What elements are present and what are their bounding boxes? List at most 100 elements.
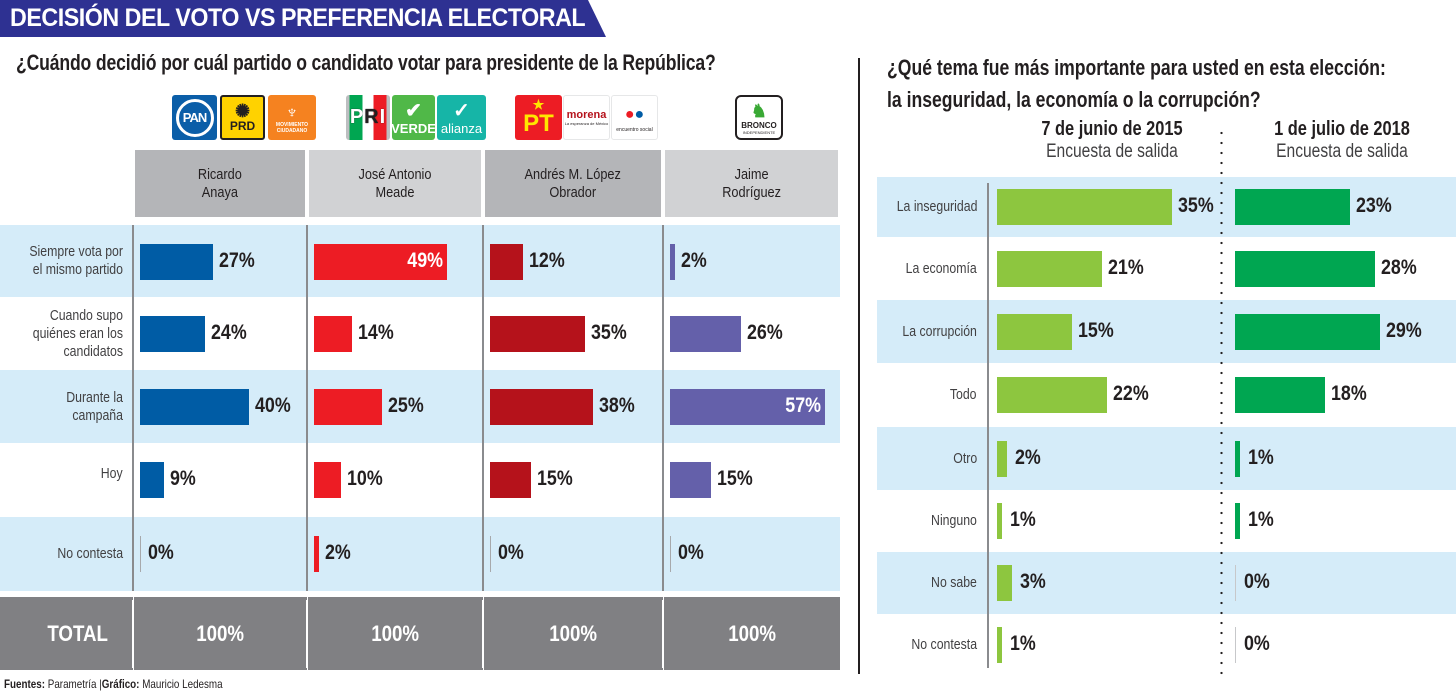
period-2018-subtitle: Encuesta de salida — [1227, 141, 1456, 163]
column-header-text: José Antonio Meade — [358, 166, 431, 202]
column-separator — [306, 225, 308, 591]
bar — [1235, 627, 1236, 663]
total-value-text: 100% — [549, 620, 598, 646]
bar — [1235, 503, 1240, 539]
right-question: ¿Qué tema fue más importante para usted … — [887, 52, 1386, 116]
toucan-check-icon: ✔ — [405, 99, 422, 122]
header-line: Meade — [375, 183, 415, 201]
column-separator — [132, 225, 134, 591]
row-label: Otro — [877, 427, 977, 490]
total-label-text: TOTAL — [47, 620, 108, 646]
data-label: 25% — [388, 394, 424, 417]
row-label: Siempre vota por el mismo partido — [0, 225, 123, 297]
bar — [314, 462, 342, 498]
data-label: 1% — [1010, 508, 1036, 531]
row-label: La economía — [877, 237, 977, 300]
banner-shape — [0, 0, 606, 37]
data-label: 15% — [716, 467, 753, 490]
bar — [997, 627, 1002, 663]
total-value: 100% — [134, 597, 307, 670]
row-background — [877, 363, 1456, 427]
footer-credits: Fuentes: Parametría |Gráfico: Mauricio L… — [4, 677, 223, 691]
horse-icon: ♞ — [750, 101, 768, 121]
data-label: 2% — [1015, 446, 1041, 469]
right-question-line1: ¿Qué tema fue más importante para usted … — [887, 55, 1386, 80]
row-label-text: La corrupción — [902, 322, 977, 340]
logo-text: morena — [566, 108, 607, 121]
data-label: 28% — [1381, 256, 1417, 279]
header-line: Andrés M. López — [524, 165, 622, 183]
logo-nueva-alianza: ✓ alianza — [437, 95, 486, 140]
logo-text: PT — [523, 109, 554, 137]
total-value: 100% — [484, 597, 663, 670]
row-label-text: No contesta — [911, 636, 977, 653]
bar — [490, 244, 523, 280]
bar — [1235, 441, 1240, 477]
period-2018-date: 1 de julio de 2018 — [1227, 118, 1456, 140]
row-label: La corrupción — [877, 300, 977, 363]
bar — [314, 316, 353, 352]
footer-separator: | — [99, 677, 102, 691]
total-value-text: 100% — [196, 620, 245, 646]
logo-text: encuentro social — [616, 126, 653, 133]
row-background — [877, 552, 1456, 614]
logo-text: VERDE — [392, 120, 435, 136]
row-label: No sabe — [877, 552, 977, 614]
total-value: 100% — [308, 597, 483, 670]
total-separator — [662, 600, 664, 668]
column-header-3: Andrés M. López Obrador — [485, 150, 661, 217]
logo-bronco: ♞ BRONCO INDEPENDIENTE — [735, 95, 783, 140]
logo-text: MOVIMIENTO CIUDADANO — [275, 121, 309, 134]
row-label-text: Cuando supo quiénes eran los candidatos — [32, 306, 123, 360]
bar — [997, 251, 1102, 287]
bar — [1235, 251, 1375, 287]
header-line: Rodríguez — [722, 183, 781, 201]
row-label-text: La inseguridad — [896, 198, 977, 215]
period-divider-dotted — [1220, 128, 1223, 676]
data-label: 15% — [1078, 319, 1114, 342]
data-label: 0% — [148, 541, 174, 564]
data-label: 10% — [347, 467, 383, 490]
row-label-text: Hoy — [101, 465, 123, 482]
bar — [997, 189, 1172, 225]
bar — [314, 389, 382, 425]
total-value-text: 100% — [728, 620, 776, 646]
column-separator — [662, 225, 664, 591]
bar — [1235, 565, 1236, 601]
graphic-value: Mauricio Ledesma — [142, 677, 223, 691]
bar — [997, 377, 1107, 413]
data-label: 3% — [1020, 570, 1046, 593]
data-label: 1% — [1248, 508, 1274, 531]
logo-text: PRD — [229, 119, 256, 133]
total-value-text: 100% — [371, 620, 420, 646]
data-label: 0% — [1244, 632, 1270, 655]
right-question-line2: la inseguridad, la economía o la corrupc… — [887, 87, 1261, 112]
eagle-icon: ♆ — [285, 101, 299, 122]
bar — [670, 536, 671, 572]
row-background — [877, 427, 1456, 490]
bar — [314, 244, 448, 280]
data-label: 0% — [1244, 570, 1270, 593]
logo-pan: PAN — [172, 95, 217, 140]
bar — [140, 462, 165, 498]
logo-verde: ✔ VERDE — [392, 95, 435, 140]
logo-pt: ★ PT — [515, 95, 562, 140]
sources-label: Fuentes: — [4, 677, 46, 691]
data-label: 1% — [1010, 632, 1036, 655]
logo-text: alianza — [440, 120, 483, 136]
data-label: 0% — [498, 541, 524, 564]
logo-encuentro-social: ●● encuentro social — [611, 95, 658, 140]
sources-value: Parametría — [47, 677, 97, 691]
bar — [1235, 314, 1380, 350]
bar — [490, 462, 531, 498]
row-label-text: Todo — [950, 386, 977, 403]
data-label: 15% — [536, 467, 573, 490]
total-separator — [132, 600, 134, 668]
row-label: Ninguno — [877, 490, 977, 552]
swoosh-icon: ✓ — [453, 99, 470, 122]
column-separator — [482, 225, 484, 591]
period-2015-date: 7 de junio de 2015 — [997, 118, 1227, 140]
data-label: 23% — [1356, 194, 1392, 217]
bar — [670, 389, 826, 425]
data-label: 14% — [358, 321, 394, 344]
